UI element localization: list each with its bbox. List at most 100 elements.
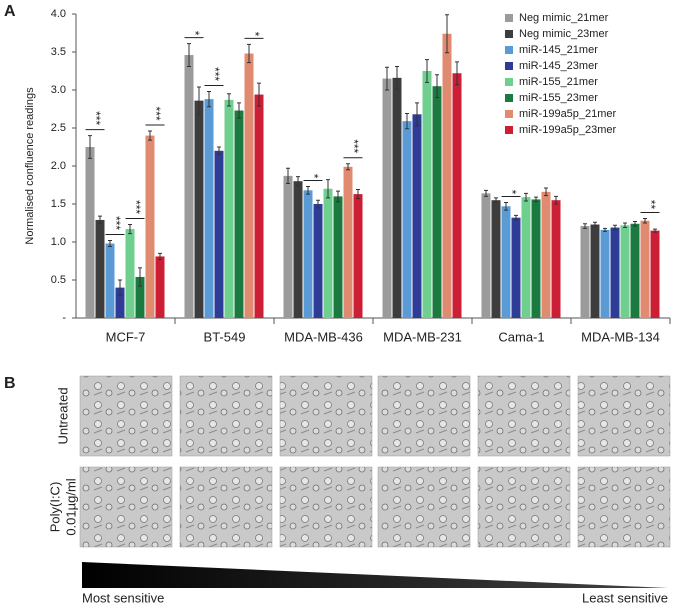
error-bar bbox=[435, 74, 439, 99]
bar bbox=[402, 121, 412, 318]
bar bbox=[432, 86, 442, 318]
error-bar bbox=[306, 186, 310, 195]
error-bar bbox=[593, 221, 597, 228]
bar bbox=[293, 181, 303, 318]
error-bar bbox=[257, 82, 261, 107]
bar bbox=[115, 287, 125, 318]
error-bar bbox=[623, 222, 627, 229]
bar bbox=[422, 71, 432, 318]
y-tick-label: 1.0 bbox=[51, 236, 66, 248]
bar bbox=[531, 199, 541, 318]
error-bar bbox=[88, 135, 92, 159]
y-tick-label: 2.0 bbox=[51, 160, 66, 172]
legend-label: miR-155_21mer bbox=[519, 76, 598, 88]
panel-label: B bbox=[4, 375, 16, 392]
row-label: Untreated bbox=[55, 387, 70, 444]
bar bbox=[610, 227, 620, 318]
y-tick-label: 4.0 bbox=[51, 8, 66, 20]
micrograph bbox=[477, 375, 571, 457]
error-bar bbox=[653, 228, 657, 233]
significance-label: *** bbox=[149, 107, 163, 121]
x-tick-label: MDA-MB-231 bbox=[383, 329, 462, 344]
y-tick-label: 2.5 bbox=[51, 122, 66, 134]
bar bbox=[194, 100, 204, 318]
significance-label: * bbox=[307, 174, 321, 179]
legend-label: miR-199a5p_23mer bbox=[519, 124, 617, 136]
y-tick-label: 3.5 bbox=[51, 46, 66, 58]
bar bbox=[501, 206, 511, 318]
error-bar bbox=[286, 167, 290, 184]
bar bbox=[204, 99, 214, 319]
micrograph bbox=[377, 375, 471, 457]
gradient-label: Most sensitive bbox=[82, 590, 164, 605]
y-axis-label: Normalised confluence readings bbox=[24, 87, 36, 245]
error-bar bbox=[583, 223, 587, 229]
bar bbox=[85, 147, 95, 318]
y-tick-label: 1.5 bbox=[51, 198, 66, 210]
legend-label: miR-199a5p_21mer bbox=[519, 108, 617, 120]
y-tick-label: 0.5 bbox=[51, 274, 66, 286]
error-bar bbox=[296, 176, 300, 187]
error-bar bbox=[415, 102, 419, 127]
legend-swatch bbox=[505, 110, 513, 118]
legend-label: miR-145_21mer bbox=[519, 44, 598, 56]
error-bar bbox=[346, 163, 350, 171]
error-bar bbox=[633, 220, 637, 227]
error-bar bbox=[356, 189, 360, 200]
bar bbox=[620, 225, 630, 318]
significance-label: *** bbox=[208, 67, 222, 81]
bar bbox=[590, 224, 600, 318]
error-bar bbox=[445, 14, 449, 54]
error-bar bbox=[197, 86, 201, 115]
bar bbox=[412, 114, 422, 318]
legend-swatch bbox=[505, 78, 513, 86]
y-tick-label: 3.0 bbox=[51, 84, 66, 96]
bar bbox=[580, 226, 590, 318]
bar bbox=[481, 193, 491, 318]
bar bbox=[135, 276, 145, 318]
significance-label: *** bbox=[347, 139, 361, 153]
error-bar bbox=[316, 199, 320, 209]
legend-swatch bbox=[505, 30, 513, 38]
bar bbox=[630, 223, 640, 318]
error-bar bbox=[385, 66, 389, 91]
legend-swatch bbox=[505, 62, 513, 70]
significance-label: * bbox=[248, 32, 262, 37]
bar bbox=[303, 190, 313, 318]
error-bar bbox=[405, 113, 409, 130]
error-bar bbox=[455, 61, 459, 86]
micrograph-grid: Untreated Poly(I:C) 0.01µg/ml bbox=[47, 375, 671, 548]
x-tick-label: BT-549 bbox=[204, 329, 246, 344]
legend-label: miR-145_23mer bbox=[519, 60, 598, 72]
bar bbox=[353, 194, 363, 318]
bar bbox=[184, 55, 194, 318]
bar bbox=[551, 200, 561, 318]
error-bar bbox=[643, 217, 647, 224]
error-bar bbox=[534, 196, 538, 203]
error-bar bbox=[148, 130, 152, 141]
significance-label: ** bbox=[644, 200, 658, 210]
sensitivity-wedge bbox=[82, 562, 668, 588]
micrograph bbox=[279, 466, 373, 548]
micrograph bbox=[577, 466, 671, 548]
significance-label: * bbox=[505, 190, 519, 195]
error-bar bbox=[138, 267, 142, 287]
bar bbox=[145, 135, 155, 318]
error-bar bbox=[544, 187, 548, 197]
bar bbox=[95, 219, 105, 318]
bar bbox=[224, 99, 234, 318]
bar bbox=[640, 220, 650, 318]
bar bbox=[442, 33, 452, 318]
bar bbox=[392, 77, 402, 318]
error-bar bbox=[187, 43, 191, 67]
micrograph bbox=[179, 375, 273, 457]
error-bar bbox=[237, 102, 241, 119]
legend-swatch bbox=[505, 94, 513, 102]
bar bbox=[491, 200, 501, 318]
error-bar bbox=[504, 201, 508, 211]
bar bbox=[155, 256, 165, 318]
error-bar bbox=[514, 214, 518, 221]
micrograph bbox=[179, 466, 273, 548]
error-bar bbox=[494, 197, 498, 203]
row-label: 0.01µg/ml bbox=[63, 478, 78, 535]
